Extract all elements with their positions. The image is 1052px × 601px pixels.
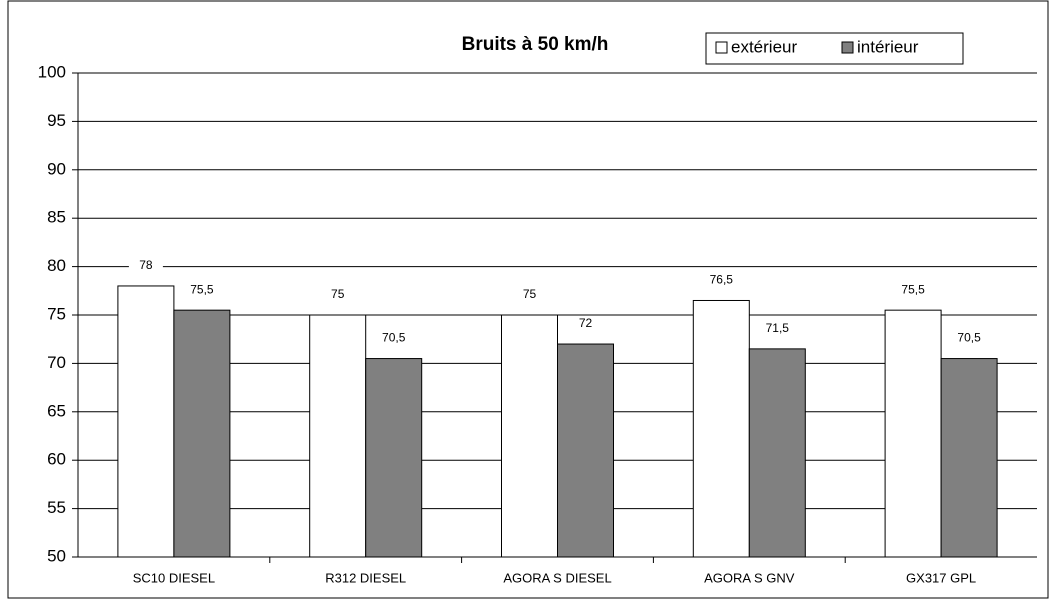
data-label: 75,5 [901, 282, 925, 296]
data-label: 75,5 [190, 282, 214, 296]
data-label-bg [512, 287, 547, 303]
data-label: 75 [523, 287, 537, 301]
data-label: 70,5 [957, 331, 981, 345]
data-label-bg [376, 330, 411, 347]
data-label-bg [760, 320, 795, 337]
data-label: 70,5 [382, 331, 406, 345]
bar [365, 358, 423, 558]
y-tick-label: 65 [47, 401, 66, 420]
y-tick-label: 90 [47, 159, 66, 178]
legend-label: intérieur [857, 37, 919, 56]
y-tick-label: 70 [47, 353, 66, 372]
x-tick-label: SC10 DIESEL [133, 570, 215, 585]
bar [501, 314, 558, 558]
x-tick-label: AGORA S DIESEL [503, 570, 611, 585]
data-label-bg [320, 287, 355, 303]
y-tick-label: 95 [47, 111, 66, 130]
data-label: 72 [579, 316, 593, 330]
y-tick-label: 75 [47, 304, 66, 323]
bar [117, 285, 175, 558]
y-tick-label: 80 [47, 256, 66, 275]
chart-title: Bruits à 50 km/h [462, 34, 609, 55]
data-label-bg [704, 272, 739, 289]
data-label-bg [568, 316, 603, 333]
bar [173, 309, 231, 558]
data-label-bg [128, 257, 163, 274]
bar [884, 309, 942, 558]
legend-label: extérieur [731, 37, 797, 56]
data-label: 78 [139, 258, 153, 272]
bar [309, 314, 367, 558]
legend-box [705, 32, 964, 65]
data-label: 76,5 [710, 273, 734, 287]
y-tick-label: 60 [47, 450, 66, 469]
bar [557, 343, 614, 558]
bar [940, 358, 998, 558]
legend-swatch [841, 41, 854, 54]
data-label-bg [952, 330, 987, 347]
data-label: 75 [331, 287, 345, 301]
x-tick-label: GX317 GPL [906, 570, 976, 585]
data-label-bg [896, 282, 931, 299]
bar [692, 299, 750, 558]
y-tick-label: 55 [47, 498, 66, 517]
y-tick-label: 100 [38, 62, 66, 81]
bar [748, 348, 806, 558]
y-tick-label: 85 [47, 208, 66, 227]
legend-swatch [715, 41, 728, 54]
data-label-bg [184, 282, 219, 299]
data-label: 71,5 [766, 321, 790, 335]
x-tick-label: AGORA S GNV [704, 570, 795, 585]
x-tick-label: R312 DIESEL [325, 570, 406, 585]
y-tick-label: 50 [47, 546, 66, 565]
